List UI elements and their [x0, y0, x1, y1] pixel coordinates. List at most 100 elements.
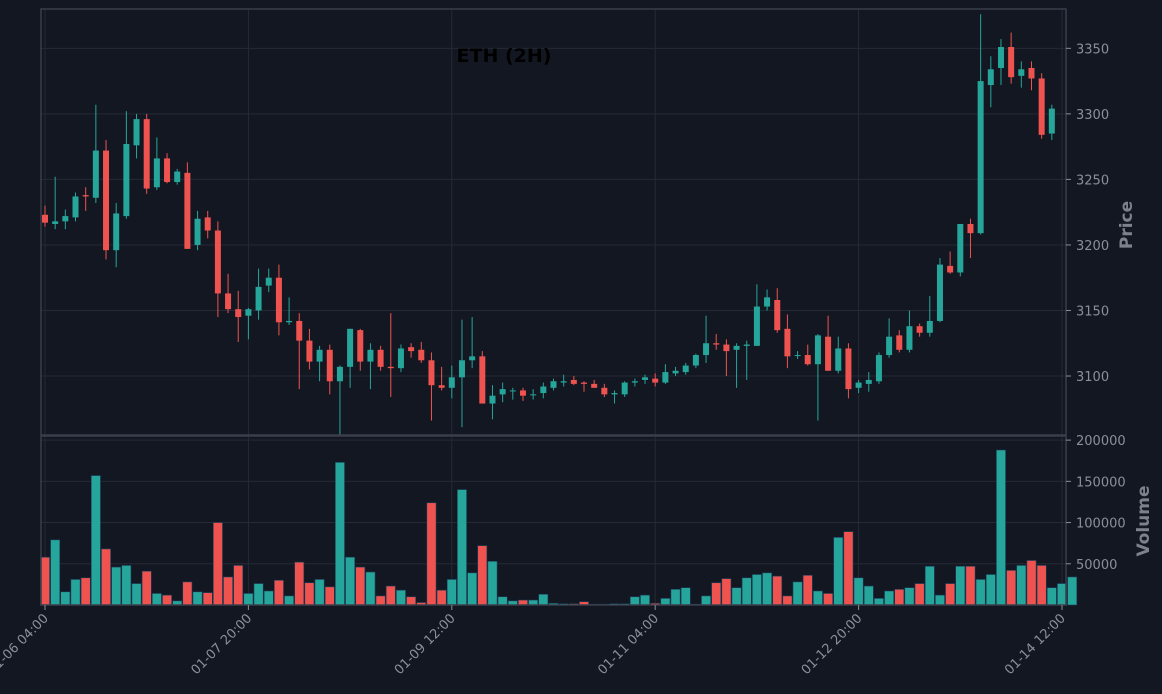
- volume-tick-label: 100000: [1076, 517, 1126, 532]
- volume-bar: [101, 548, 111, 606]
- volume-bar: [935, 594, 945, 606]
- candle-body: [72, 196, 79, 218]
- candle-body: [987, 69, 994, 86]
- volume-bar: [426, 502, 437, 606]
- volume-axis-title: Volume: [1134, 485, 1154, 556]
- candle-body: [855, 382, 862, 388]
- volume-bar: [782, 595, 793, 606]
- volume-bar: [751, 574, 762, 606]
- volume-bar: [365, 571, 376, 606]
- volume-bar: [223, 576, 233, 606]
- volume-bar: [975, 579, 986, 606]
- candle-body: [764, 297, 771, 307]
- volume-bar: [396, 589, 406, 606]
- candle-body: [1008, 47, 1015, 78]
- volume-panel-frame: [40, 435, 1067, 606]
- candle-body: [235, 309, 242, 318]
- volume-bar: [314, 579, 325, 606]
- volume-bar: [640, 594, 650, 606]
- candle-body: [631, 381, 638, 383]
- candle-body: [458, 360, 465, 378]
- candle-body: [804, 355, 811, 365]
- volume-tick-label: 200000: [1076, 434, 1126, 449]
- candle-body: [418, 349, 425, 361]
- volume-bar: [324, 586, 335, 606]
- volume-bar: [263, 590, 274, 606]
- price-tick-label: 3350: [1076, 42, 1109, 57]
- candle-body: [581, 382, 588, 384]
- candle-body: [621, 382, 628, 395]
- candle-body: [42, 214, 48, 223]
- candle-body: [214, 230, 221, 294]
- candle-body: [896, 335, 903, 350]
- candle-body: [143, 119, 150, 189]
- candle-body: [550, 381, 557, 388]
- volume-bar: [874, 598, 884, 606]
- candle-body: [123, 144, 130, 217]
- candle-body: [255, 286, 262, 311]
- price-axis: 3100 3150 3200 3250 3300 3350: [1066, 42, 1109, 385]
- volume-bar: [446, 579, 457, 606]
- candle-body: [194, 218, 201, 245]
- candle-body: [642, 377, 649, 380]
- volume-bar: [670, 589, 681, 606]
- volume-bar: [741, 577, 752, 606]
- volume-bar: [904, 587, 915, 606]
- volume-bar: [90, 475, 101, 606]
- candle-body: [713, 343, 720, 345]
- candle-body: [997, 47, 1004, 68]
- volume-bar: [924, 565, 935, 606]
- volume-bar: [660, 598, 671, 606]
- volume-bar: [375, 595, 386, 606]
- volume-bar: [1036, 565, 1047, 606]
- candle-body: [204, 217, 211, 231]
- candle-body: [296, 320, 303, 341]
- price-tick-label: 3100: [1076, 370, 1109, 385]
- volume-bar: [294, 561, 305, 606]
- candle-body: [469, 356, 476, 361]
- volume-bar: [182, 581, 193, 606]
- candle-body: [62, 216, 69, 222]
- volume-bar: [1016, 565, 1027, 606]
- volume-bar: [823, 593, 833, 606]
- volume-bar: [721, 578, 732, 606]
- volume-bar: [192, 591, 203, 606]
- candle-body: [886, 336, 893, 356]
- price-tick-label: 3300: [1076, 108, 1109, 123]
- volume-bar: [212, 522, 223, 606]
- candle-body: [265, 277, 272, 286]
- candle-body: [560, 381, 567, 383]
- candle-body: [682, 365, 689, 373]
- volume-bar: [131, 583, 142, 606]
- candle-body: [814, 335, 821, 365]
- volume-bar: [162, 594, 172, 606]
- price-axis-title: Price: [1117, 201, 1137, 249]
- candle-body: [784, 328, 791, 357]
- candle-body: [153, 158, 160, 188]
- volume-tick-label: 150000: [1076, 475, 1126, 490]
- candle-body: [397, 348, 404, 369]
- candle-body: [1018, 69, 1025, 76]
- volume-bar: [121, 565, 132, 606]
- volume-bar: [792, 581, 803, 606]
- panel-frames: [40, 8, 1067, 606]
- candle-body: [519, 390, 526, 396]
- candle-body: [387, 366, 394, 369]
- candle-body: [336, 366, 343, 382]
- chart-title: ETH (2H): [457, 45, 552, 67]
- candle-body: [743, 344, 750, 346]
- volume-bar: [802, 575, 813, 606]
- candle-body: [601, 387, 608, 395]
- volume-bar: [772, 575, 783, 606]
- candle-body: [570, 379, 577, 384]
- candle-body: [245, 309, 252, 316]
- candle-body: [936, 264, 943, 321]
- volume-bar: [894, 589, 905, 606]
- candle-body: [367, 349, 374, 362]
- volume-bar: [853, 577, 864, 606]
- candle-body: [113, 213, 120, 251]
- volume-bar: [406, 596, 417, 606]
- volume-bar: [1046, 587, 1057, 606]
- candle-body: [174, 171, 181, 183]
